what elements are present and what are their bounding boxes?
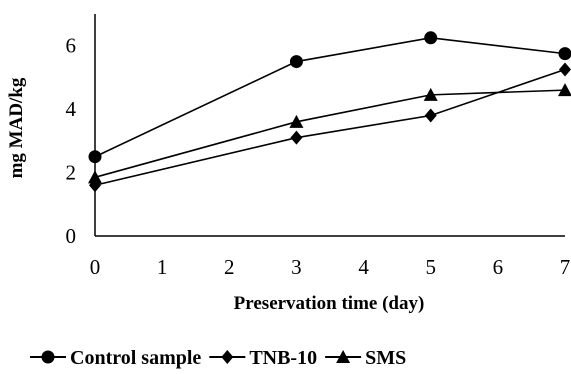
data-point-sms [423, 87, 438, 101]
series-line-sms [94, 89, 566, 179]
legend-item-control-sample: Control sample [30, 347, 201, 369]
x-tick-label: 0 [90, 255, 101, 279]
x-tick-label: 7 [560, 255, 571, 279]
x-tick-label: 3 [291, 255, 302, 279]
series-sms [88, 83, 571, 184]
legend-item-tnb-10: TNB-10 [209, 347, 317, 369]
data-point-control-sample [424, 31, 438, 45]
data-point-control-sample [289, 55, 303, 69]
legend-marker-sms [336, 350, 351, 363]
legend-label-tnb-10: TNB-10 [249, 347, 317, 369]
series-control-sample [88, 31, 571, 164]
y-axis-title: mg MAD/kg [6, 77, 27, 178]
legend: Control sample TNB-10 SMS [30, 347, 406, 369]
series-line-tnb-10 [94, 68, 566, 187]
series-line-control-sample [94, 36, 566, 158]
y-tick-label: 6 [66, 34, 77, 58]
legend-marker-tnb-10 [221, 350, 234, 364]
data-point-tnb-10 [559, 62, 571, 77]
legend-label-sms: SMS [365, 347, 406, 369]
x-axis-title: Preservation time (day) [234, 293, 425, 314]
data-point-control-sample [88, 150, 102, 164]
legend-item-sms: SMS [325, 347, 406, 369]
legend-marker-control-sample [41, 350, 55, 364]
y-tick-label: 2 [66, 161, 77, 185]
series-group [88, 31, 571, 193]
y-tick-labels: 0 2 4 6 [66, 34, 77, 248]
x-tick-label: 5 [425, 255, 436, 279]
series-tnb-10 [89, 62, 571, 193]
data-point-sms [558, 83, 571, 97]
data-point-sms [88, 170, 102, 184]
legend-label-control-sample: Control sample [70, 347, 201, 369]
data-point-control-sample [558, 47, 571, 61]
data-point-sms [289, 114, 304, 128]
data-point-tnb-10 [290, 130, 303, 145]
x-tick-label: 4 [358, 255, 369, 279]
x-tick-labels: 0 1 2 3 4 5 6 7 [90, 255, 571, 279]
x-tick-label: 2 [224, 255, 235, 279]
x-tick-label: 1 [157, 255, 168, 279]
x-tick-label: 6 [493, 255, 504, 279]
y-tick-label: 0 [66, 224, 77, 248]
y-tick-label: 4 [66, 97, 77, 121]
data-point-tnb-10 [424, 108, 437, 123]
